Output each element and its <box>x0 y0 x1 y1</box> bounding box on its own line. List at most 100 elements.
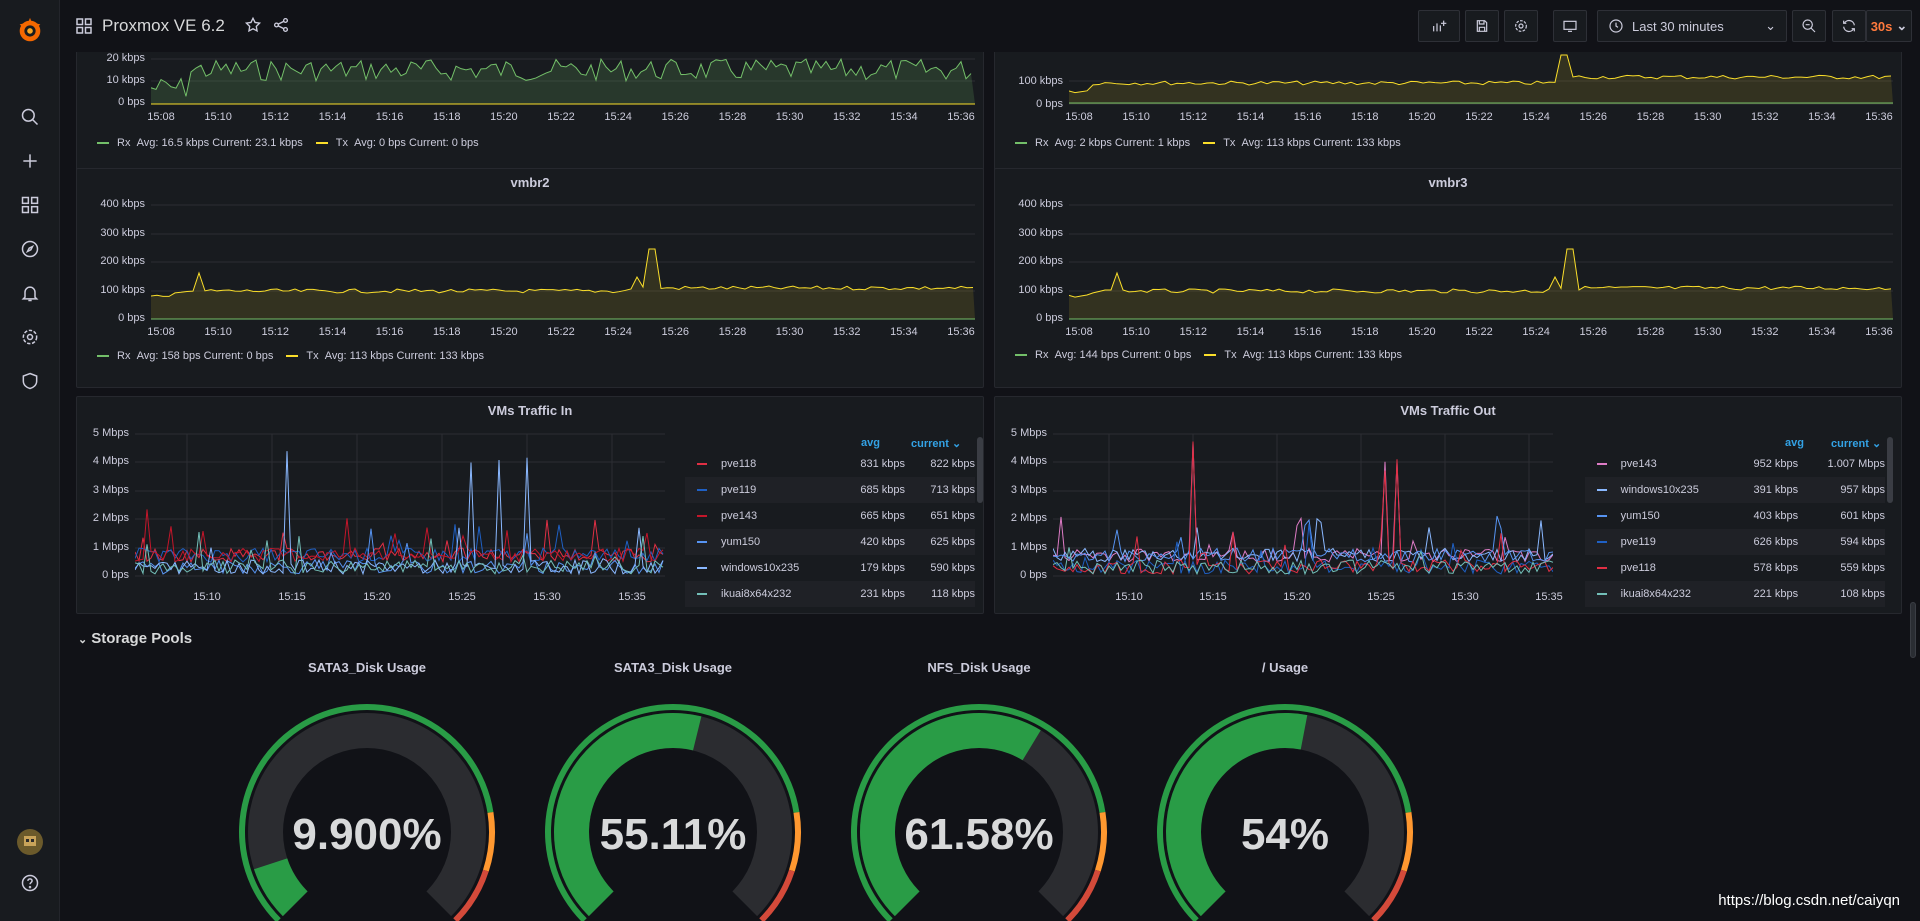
gauge-panel[interactable]: SATA3_Disk Usage 9.900% <box>237 660 497 921</box>
legend-row[interactable]: ikuai8x64x232 231 kbps 118 kbps <box>685 581 975 607</box>
legend-row[interactable]: pve143 952 kbps 1.007 Mbps <box>1585 451 1885 477</box>
legend-row[interactable]: pve119 626 kbps 594 kbps <box>1585 529 1885 555</box>
clock-icon <box>1609 19 1623 33</box>
shield-icon[interactable] <box>18 369 42 393</box>
tv-mode-button[interactable] <box>1553 10 1587 42</box>
timeseries-graph[interactable] <box>1069 169 1893 329</box>
gauge-track <box>248 713 486 917</box>
legend-rx-label[interactable]: Rx <box>1035 137 1049 149</box>
time-range-picker[interactable]: Last 30 minutes ⌄ <box>1597 10 1787 42</box>
avatar[interactable] <box>16 828 44 856</box>
gauge-panel[interactable]: SATA3_Disk Usage 55.11% <box>543 660 803 921</box>
series-current: 559 kbps <box>1840 562 1885 574</box>
dashboards-icon[interactable] <box>76 18 92 34</box>
x-tick: 15:25 <box>1367 591 1395 603</box>
star-icon[interactable] <box>244 16 262 34</box>
panel-title[interactable]: VMs Traffic Out <box>1400 403 1496 418</box>
panel-vmbr2[interactable]: vmbr2 400 kbps 300 kbps 200 kbps 100 kbp… <box>76 168 984 388</box>
legend-swatch <box>697 489 707 491</box>
legend-row[interactable]: pve118 578 kbps 559 kbps <box>1585 555 1885 581</box>
gauge-threshold-band <box>545 704 800 921</box>
legend-swatch <box>1015 354 1027 357</box>
legend-row[interactable]: pve119 685 kbps 713 kbps <box>685 477 975 503</box>
dashboard-canvas: 20 kbps 10 kbps 0 bps Rx Avg: 16.5 kbps … <box>60 52 1920 921</box>
legend-row[interactable]: windows10x235 179 kbps 590 kbps <box>685 555 975 581</box>
column-header-current[interactable]: current ⌄ <box>911 437 961 450</box>
panel-title[interactable]: vmbr3 <box>1428 175 1468 190</box>
save-dashboard-button[interactable] <box>1465 10 1499 42</box>
legend-rx-label[interactable]: Rx <box>117 350 131 362</box>
dashboards-icon[interactable] <box>18 193 42 217</box>
legend-tx-label[interactable]: Tx <box>1224 349 1237 361</box>
plus-icon[interactable] <box>18 149 42 173</box>
gauge-value-arc <box>554 713 702 917</box>
graph-legend: Rx Avg: 144 bps Current: 0 bps Tx Avg: 1… <box>1015 349 1402 361</box>
legend-row[interactable]: pve118 831 kbps 822 kbps <box>685 451 975 477</box>
y-tick: 100 kbps <box>100 284 145 296</box>
zoom-out-button[interactable] <box>1792 10 1826 42</box>
watermark: https://blog.csdn.net/caiyqn <box>1718 892 1900 909</box>
panel-title[interactable]: vmbr2 <box>510 175 550 190</box>
dashboard-title[interactable]: Proxmox VE 6.2 <box>102 16 225 35</box>
panel-vms-traffic-out[interactable]: VMs Traffic Out 5 Mbps 4 Mbps 3 Mbps 2 M… <box>994 396 1902 614</box>
column-header-avg[interactable]: avg <box>1785 437 1804 449</box>
x-tick: 15:26 <box>661 111 690 123</box>
compass-icon[interactable] <box>18 237 42 261</box>
x-tick: 15:28 <box>1636 111 1665 123</box>
timeseries-graph[interactable] <box>1069 52 1893 135</box>
timeseries-graph[interactable] <box>151 52 975 135</box>
legend-row[interactable]: pve143 665 kbps 651 kbps <box>685 503 975 529</box>
x-tick: 15:30 <box>1693 326 1722 338</box>
scrollbar[interactable] <box>977 437 983 503</box>
legend-row[interactable]: yum150 420 kbps 625 kbps <box>685 529 975 555</box>
legend-rx-stats: Avg: 16.5 kbps Current: 23.1 kbps <box>136 137 303 149</box>
timeseries-graph[interactable] <box>151 169 975 329</box>
help-icon[interactable] <box>18 871 42 895</box>
y-tick: 300 kbps <box>1018 227 1063 239</box>
panel-vms-traffic-in[interactable]: VMs Traffic In 5 Mbps 4 Mbps 3 Mbps 2 Mb… <box>76 396 984 614</box>
legend-tx-label[interactable]: Tx <box>1223 137 1236 149</box>
series-line-windows10x235 <box>1053 517 1553 563</box>
gauge-threshold-band <box>851 704 1106 921</box>
gauge-threshold-band <box>239 704 494 921</box>
y-tick: 2 Mbps <box>1010 512 1047 524</box>
column-header-avg[interactable]: avg <box>861 437 880 449</box>
legend-row[interactable]: windows10x235 391 kbps 957 kbps <box>1585 477 1885 503</box>
gauge-panel[interactable]: NFS_Disk Usage 61.58% <box>849 660 1109 921</box>
row-header-storage-pools[interactable]: ⌄ Storage Pools <box>78 630 192 647</box>
x-tick: 15:14 <box>318 326 347 338</box>
grafana-logo-icon[interactable] <box>14 14 46 46</box>
legend-swatch <box>1597 463 1607 465</box>
y-tick: 3 Mbps <box>1010 484 1047 496</box>
chevron-down-icon: ⌄ <box>951 438 962 450</box>
panel-vmbr3[interactable]: vmbr3 400 kbps 300 kbps 200 kbps 100 kbp… <box>994 168 1902 388</box>
legend-tx-label[interactable]: Tx <box>335 137 348 149</box>
series-avg: 952 kbps <box>1753 458 1799 470</box>
y-tick: 400 kbps <box>100 198 145 210</box>
timeseries-graph[interactable] <box>1053 427 1553 583</box>
scrollbar[interactable] <box>1887 437 1893 503</box>
legend-rx-label[interactable]: Rx <box>117 137 131 149</box>
gauge-panel[interactable]: / Usage 54% <box>1155 660 1415 921</box>
legend-tx-label[interactable]: Tx <box>306 350 319 362</box>
y-tick: 4 Mbps <box>92 455 129 467</box>
bell-icon[interactable] <box>18 281 42 305</box>
column-header-current[interactable]: current ⌄ <box>1831 437 1881 450</box>
legend-row[interactable]: yum150 403 kbps 601 kbps <box>1585 503 1885 529</box>
timeseries-graph[interactable] <box>135 427 665 583</box>
add-panel-button[interactable] <box>1418 10 1460 42</box>
settings-button[interactable] <box>1504 10 1538 42</box>
refresh-button[interactable] <box>1832 10 1866 42</box>
legend-swatch <box>1597 489 1607 491</box>
gauge-threshold-band <box>1157 704 1412 921</box>
legend-rx-label[interactable]: Rx <box>1035 349 1049 361</box>
panel-title[interactable]: VMs Traffic In <box>487 403 573 418</box>
series-avg: 231 kbps <box>860 588 905 600</box>
legend-row[interactable]: ikuai8x64x232 221 kbps 108 kbps <box>1585 581 1885 607</box>
page-scrollbar[interactable] <box>1910 602 1916 658</box>
search-icon[interactable] <box>18 105 42 129</box>
refresh-interval-picker[interactable]: 30s ⌄ <box>1866 10 1912 42</box>
share-icon[interactable] <box>272 16 290 34</box>
gear-icon[interactable] <box>18 325 42 349</box>
y-tick: 400 kbps <box>1018 198 1063 210</box>
